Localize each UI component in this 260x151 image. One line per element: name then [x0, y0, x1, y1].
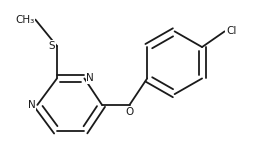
- Text: N: N: [28, 100, 35, 110]
- Text: O: O: [125, 107, 134, 117]
- Text: Cl: Cl: [226, 26, 237, 36]
- Text: CH₃: CH₃: [15, 15, 34, 25]
- Text: S: S: [49, 41, 55, 51]
- Text: N: N: [86, 73, 94, 84]
